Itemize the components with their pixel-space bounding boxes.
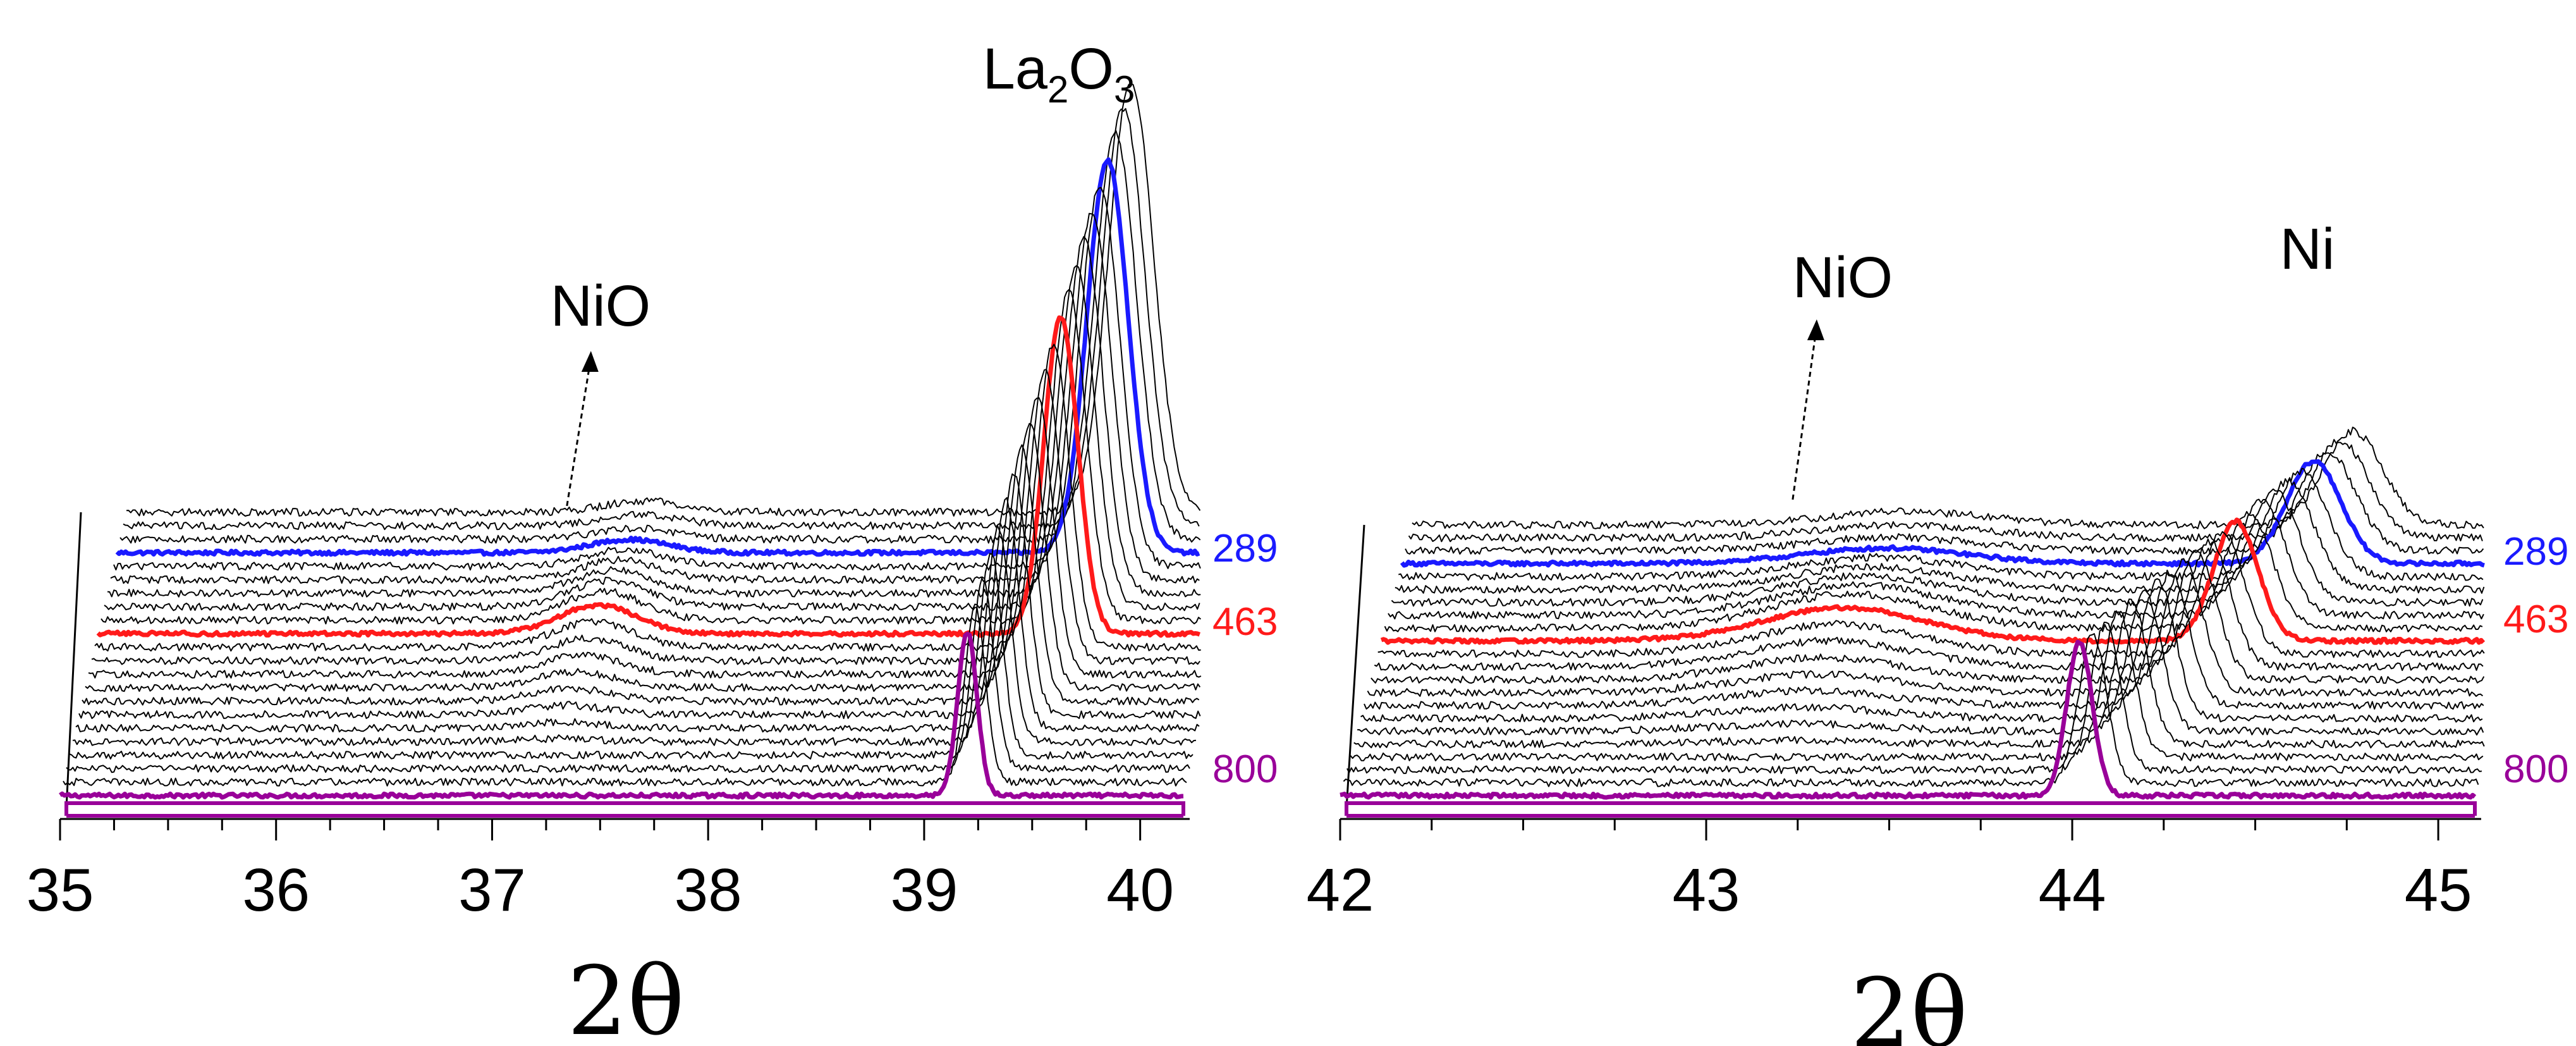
front-frame xyxy=(1345,801,2477,816)
series-line xyxy=(1384,511,2483,632)
series-line xyxy=(75,497,1200,733)
series-line-highlighted xyxy=(96,315,1201,638)
series-line xyxy=(63,606,1187,787)
x-tick-label: 37 xyxy=(458,856,526,924)
series-line xyxy=(1360,578,2483,723)
series-line-highlighted xyxy=(1380,517,2486,645)
nio-arrow xyxy=(566,351,599,507)
series-line xyxy=(1374,538,2484,672)
series-line xyxy=(1405,452,2484,555)
series-line xyxy=(1346,622,2482,775)
x-tick-label: 42 xyxy=(1307,856,1374,924)
series-label-463: 463 xyxy=(1212,600,1278,644)
series-label-800: 800 xyxy=(2503,748,2568,791)
nio-label-right: NiO xyxy=(1793,245,1893,310)
series-line xyxy=(1398,467,2484,581)
front-frame xyxy=(64,801,1185,816)
series-line-highlighted xyxy=(1400,459,2485,568)
series-line xyxy=(69,553,1193,760)
series-line xyxy=(1357,589,2484,735)
series-line xyxy=(66,576,1190,773)
x-tick-label: 44 xyxy=(2039,856,2106,924)
series-line xyxy=(101,289,1202,625)
series-line xyxy=(1367,558,2484,697)
depth-axis-line xyxy=(1345,524,1365,809)
series-label-463: 463 xyxy=(2503,598,2568,641)
series-line-highlighted xyxy=(59,631,1184,800)
series-label-289: 289 xyxy=(1212,527,1278,570)
series-line xyxy=(72,524,1197,746)
series-line-highlighted xyxy=(1340,639,2477,800)
series-line xyxy=(1412,426,2484,529)
nio-arrow xyxy=(1792,319,1824,500)
series-line xyxy=(126,83,1201,517)
series-line xyxy=(78,473,1201,719)
series-line xyxy=(1364,569,2484,710)
series-line xyxy=(1370,550,2485,684)
x-tick-label: 36 xyxy=(242,856,310,924)
x-tick-label: 38 xyxy=(675,856,742,924)
x-tick-label: 40 xyxy=(1106,856,1174,924)
series-line xyxy=(91,369,1200,665)
series-line xyxy=(1350,610,2484,761)
series-label-800: 800 xyxy=(1212,748,1278,791)
series-line xyxy=(1353,600,2485,749)
series-line xyxy=(1377,531,2485,658)
panel-right: 42 43 44 45 289 463 800 xyxy=(1307,319,2568,924)
la2o3-label: La2O3 xyxy=(983,37,1135,111)
x-tick-label: 39 xyxy=(891,856,958,924)
x-axis-title-right: 2θ xyxy=(1850,959,1968,1046)
series-label-289: 289 xyxy=(2503,530,2568,574)
x-axis-title-left: 2θ xyxy=(567,947,685,1046)
x-tick-label: 35 xyxy=(27,856,94,924)
series-line xyxy=(94,343,1201,652)
series-line xyxy=(88,397,1202,679)
series-line xyxy=(1408,439,2483,543)
series-line xyxy=(123,108,1200,531)
series-line xyxy=(1395,477,2485,594)
series-line xyxy=(1391,488,2484,607)
x-tick-label: 45 xyxy=(2405,856,2472,924)
series-line xyxy=(1343,633,2479,787)
panel-left: 35 36 37 38 39 40 289 463 800 xyxy=(27,83,1278,924)
ni-label: Ni xyxy=(2280,217,2335,281)
series-line xyxy=(113,187,1201,571)
series-line xyxy=(1388,498,2484,620)
series-line xyxy=(82,444,1200,706)
x-tick-label: 43 xyxy=(1673,856,1740,924)
nio-label-left: NiO xyxy=(551,274,650,338)
depth-axis-line xyxy=(65,512,82,809)
